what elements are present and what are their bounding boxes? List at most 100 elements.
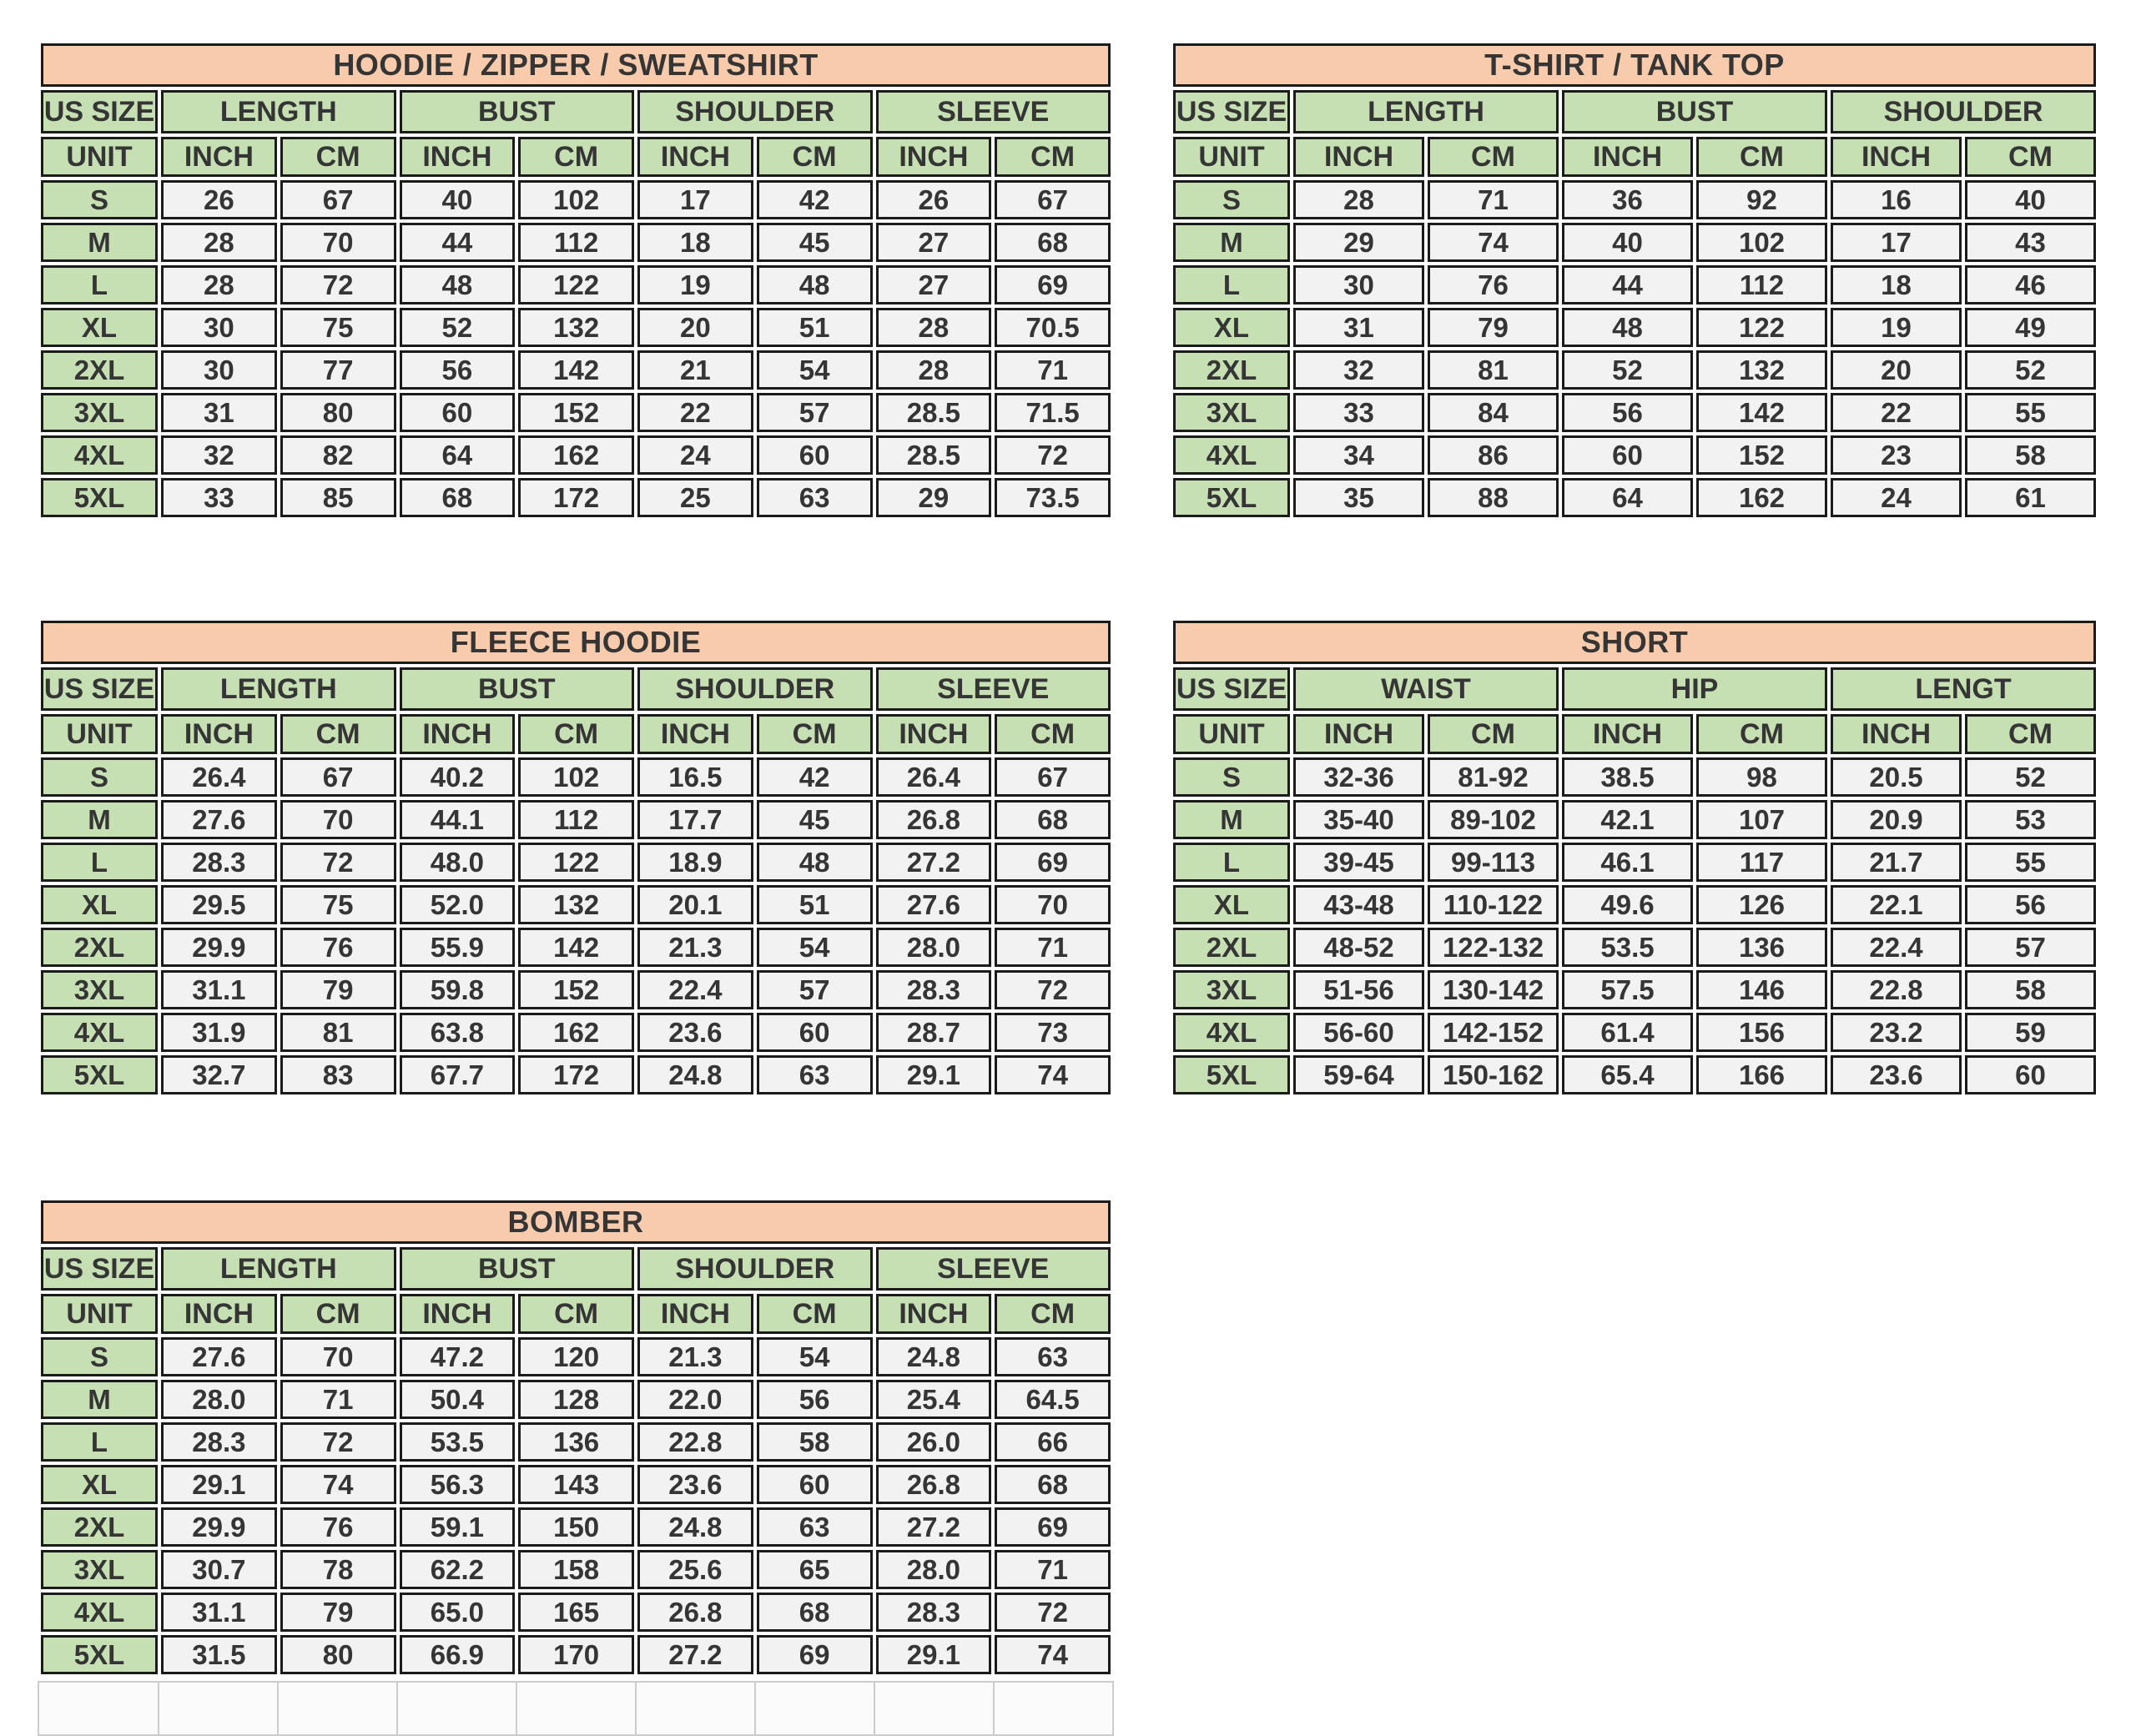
inch-header: INCH (161, 714, 277, 754)
value-cell: 26 (161, 180, 277, 219)
size-cell: 2XL (41, 350, 158, 390)
size-row-m: M 28 70 44 112 18 45 27 68 (41, 223, 1111, 262)
value-cell: 162 (518, 1013, 634, 1052)
value-cell: 65.0 (399, 1593, 516, 1632)
value-cell: 156 (1696, 1013, 1827, 1052)
value-cell: 112 (1696, 265, 1827, 304)
value-cell: 21.3 (637, 928, 753, 967)
size-cell: S (41, 757, 158, 797)
value-cell: 21.7 (1831, 843, 1962, 882)
group-header-length: LENGTH (1293, 90, 1559, 133)
value-cell: 40 (1562, 223, 1693, 262)
size-row-m: M 35-40 89-102 42.1 107 20.9 53 (1173, 800, 2096, 839)
empty-cell (993, 1681, 1114, 1736)
value-cell: 59-64 (1293, 1055, 1424, 1094)
size-cell: L (41, 265, 158, 304)
value-cell: 83 (280, 1055, 396, 1094)
cm-header: CM (280, 714, 396, 754)
value-cell: 56 (1965, 885, 2096, 924)
value-cell: 16 (1831, 180, 1962, 219)
unit-header: UNIT (41, 714, 158, 754)
value-cell: 128 (518, 1380, 634, 1419)
value-cell: 122 (518, 265, 634, 304)
value-cell: 34 (1293, 435, 1424, 475)
value-cell: 28.0 (875, 928, 992, 967)
value-cell: 75 (280, 885, 396, 924)
size-cell: 4XL (41, 1593, 158, 1632)
value-cell: 51 (756, 308, 873, 347)
inch-header: INCH (1293, 137, 1424, 177)
empty-cell (635, 1681, 756, 1736)
value-cell: 25.6 (637, 1550, 753, 1589)
size-row-s: S 26 67 40 102 17 42 26 67 (41, 180, 1111, 219)
value-cell: 81 (1428, 350, 1559, 390)
size-row-2xl: 2XL 30 77 56 142 21 54 28 71 (41, 350, 1111, 390)
value-cell: 146 (1696, 970, 1827, 1009)
value-cell: 84 (1428, 393, 1559, 432)
value-cell: 78 (280, 1550, 396, 1589)
inch-header: INCH (637, 714, 753, 754)
value-cell: 102 (518, 757, 634, 797)
value-cell: 20 (1831, 350, 1962, 390)
value-cell: 60 (756, 1465, 873, 1504)
size-cell: 4XL (41, 435, 158, 475)
size-cell: 4XL (1173, 1013, 1290, 1052)
value-cell: 52 (1965, 350, 2096, 390)
value-cell: 58 (756, 1422, 873, 1462)
value-cell: 26.8 (637, 1593, 753, 1632)
size-cell: 2XL (41, 1507, 158, 1547)
group-header-shoulder: SHOULDER (637, 667, 873, 711)
value-cell: 67 (995, 757, 1111, 797)
value-cell: 29.1 (161, 1465, 277, 1504)
value-cell: 69 (756, 1635, 873, 1674)
group-header-bust: BUST (1562, 90, 1827, 133)
value-cell: 122-132 (1428, 928, 1559, 967)
inch-header: INCH (399, 714, 516, 754)
value-cell: 72 (995, 1593, 1111, 1632)
value-cell: 76 (280, 1507, 396, 1547)
size-cell: XL (41, 308, 158, 347)
value-cell: 99-113 (1428, 843, 1559, 882)
value-cell: 63 (995, 1337, 1111, 1376)
size-cell: 5XL (1173, 1055, 1290, 1094)
value-cell: 65 (756, 1550, 873, 1589)
us-size-header: US SIZE (1173, 90, 1290, 133)
value-cell: 28.0 (161, 1380, 277, 1419)
value-cell: 55 (1965, 393, 2096, 432)
value-cell: 86 (1428, 435, 1559, 475)
value-cell: 32 (1293, 350, 1424, 390)
table-hoodie-zipper-sweatshirt: HOODIE / ZIPPER / SWEATSHIRT US SIZE LENGT… (38, 40, 1114, 521)
value-cell: 53.5 (1562, 928, 1693, 967)
value-cell: 28.3 (161, 843, 277, 882)
value-cell: 70.5 (995, 308, 1111, 347)
value-cell: 85 (280, 478, 396, 517)
value-cell: 71 (280, 1380, 396, 1419)
value-cell: 59.1 (399, 1507, 516, 1547)
size-row-5xl: 5XL 32.7 83 67.7 172 24.8 63 29.1 74 (41, 1055, 1111, 1094)
value-cell: 22 (1831, 393, 1962, 432)
value-cell: 52 (399, 308, 516, 347)
value-cell: 28 (1293, 180, 1424, 219)
size-cell: S (41, 180, 158, 219)
size-cell: M (41, 800, 158, 839)
value-cell: 29.1 (875, 1055, 992, 1094)
value-cell: 48.0 (399, 843, 516, 882)
value-cell: 27.2 (875, 843, 992, 882)
group-header-hip: HIP (1562, 667, 1827, 711)
inch-header: INCH (637, 137, 753, 177)
value-cell: 63 (756, 478, 873, 517)
size-row-s: S 32-36 81-92 38.5 98 20.5 52 (1173, 757, 2096, 797)
value-cell: 120 (518, 1337, 634, 1376)
value-cell: 61.4 (1562, 1013, 1693, 1052)
value-cell: 33 (1293, 393, 1424, 432)
size-row-4xl: 4XL 32 82 64 162 24 60 28.5 72 (41, 435, 1111, 475)
value-cell: 22.8 (637, 1422, 753, 1462)
value-cell: 28.3 (875, 970, 992, 1009)
value-cell: 107 (1696, 800, 1827, 839)
value-cell: 40 (1965, 180, 2096, 219)
value-cell: 54 (756, 928, 873, 967)
value-cell: 73.5 (995, 478, 1111, 517)
size-cell: 2XL (41, 928, 158, 967)
value-cell: 29.1 (875, 1635, 992, 1674)
group-header-length: LENGTH (161, 90, 396, 133)
